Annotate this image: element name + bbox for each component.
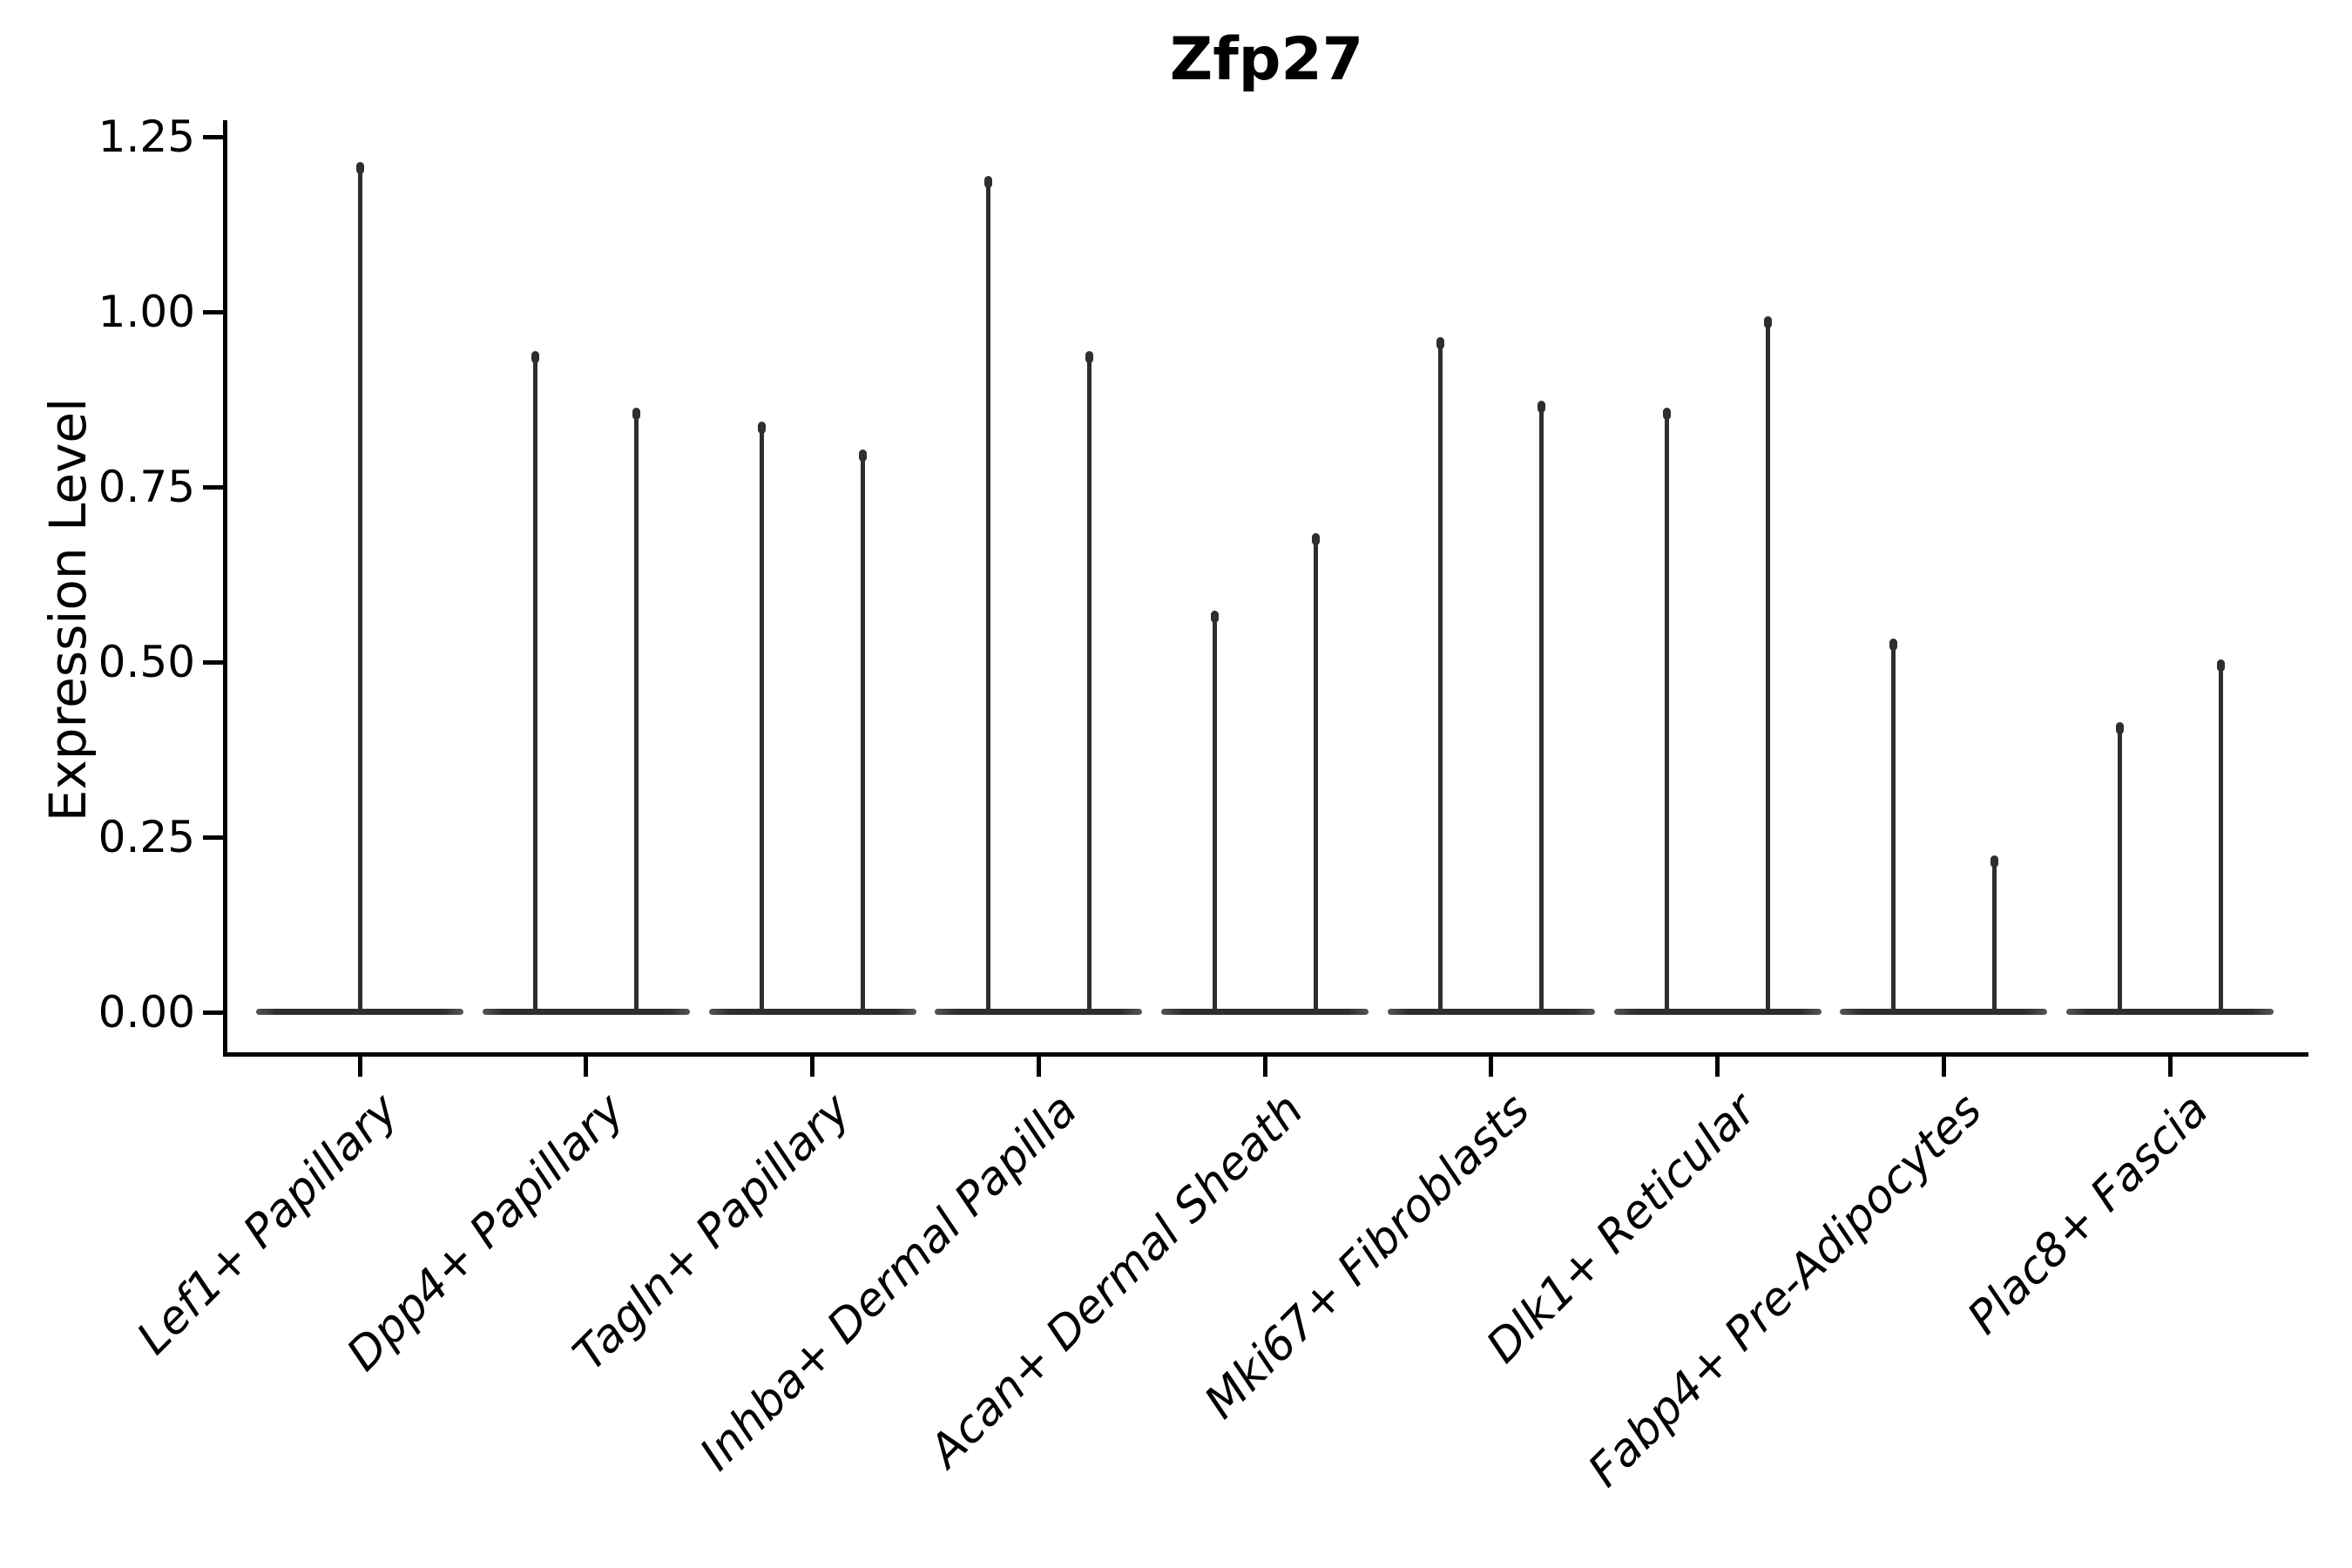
y-tick-label: 0.75 [98, 462, 195, 512]
y-axis-spine [223, 120, 227, 1057]
violin-spike-tip [1085, 351, 1093, 364]
x-tick-mark [810, 1054, 814, 1077]
violin-spike-tip [1538, 400, 1546, 413]
x-tick-label: Inhba+ Dermal Papilla [690, 1084, 1087, 1481]
x-tick-mark [1715, 1054, 1720, 1077]
violin-spike [357, 165, 362, 1012]
violin-baseline [2066, 1009, 2274, 1015]
violin-spike-tip [1436, 337, 1445, 350]
y-axis-label: Expression Level [38, 397, 98, 822]
x-tick-label: Fabp4+ Pre-Adipocytes [1578, 1084, 1992, 1497]
violin-spike-tip [983, 176, 992, 189]
violin-spike-tip [859, 449, 867, 462]
violin-spike [861, 451, 865, 1012]
violin-spike [1991, 858, 1997, 1012]
x-tick-mark [1941, 1054, 1946, 1077]
y-tick-mark [203, 309, 225, 314]
x-tick-mark [1036, 1054, 1041, 1077]
violin-baseline [708, 1009, 916, 1015]
x-tick-mark [1262, 1054, 1267, 1077]
violin-spike-tip [1764, 316, 1772, 329]
violin-spike [2218, 662, 2223, 1012]
x-tick-label: Acan+ Dermal Sheath [919, 1084, 1314, 1478]
y-tick-mark [203, 1010, 225, 1015]
violin-spike [1539, 402, 1544, 1012]
violin-spike-tip [1889, 638, 1897, 651]
y-tick-label: 0.50 [98, 637, 195, 687]
violin-spike [1212, 612, 1217, 1012]
violin-spike [1086, 354, 1092, 1012]
violin-baseline [935, 1009, 1143, 1015]
violin-baseline [1840, 1009, 2048, 1015]
x-tick-mark [1489, 1054, 1494, 1077]
violin-spike [634, 409, 639, 1012]
y-tick-mark [203, 134, 225, 139]
violin-spike-tip [1663, 407, 1671, 420]
violin-baseline [1613, 1009, 1821, 1015]
violin-spike-tip [355, 162, 364, 175]
violin-spike [760, 423, 764, 1012]
violin-baseline [482, 1009, 690, 1015]
violin-baseline [1161, 1009, 1369, 1015]
x-tick-label: Plac8+ Fascia [1957, 1084, 2219, 1345]
x-tick-mark [2167, 1054, 2173, 1077]
y-tick-mark [203, 484, 225, 490]
y-tick-label: 0.25 [98, 812, 195, 862]
violin-spike [533, 354, 538, 1012]
violin-spike [2117, 725, 2122, 1012]
y-tick-label: 1.00 [98, 287, 195, 337]
x-tick-mark [357, 1054, 362, 1077]
violin-spike-tip [2115, 722, 2124, 735]
chart-title: Zfp27 [1169, 25, 1364, 94]
violin-spike [1665, 409, 1669, 1012]
violin-baseline [1387, 1009, 1595, 1015]
violin-spike-tip [531, 351, 540, 364]
violin-spike [1890, 640, 1896, 1012]
y-tick-label: 0.00 [98, 987, 195, 1037]
violin-spike-tip [2216, 659, 2225, 672]
violin-spike-tip [1990, 855, 1998, 868]
y-tick-mark [203, 659, 225, 665]
y-tick-mark [203, 835, 225, 840]
violin-spike [985, 179, 990, 1012]
violin-spike [1313, 536, 1318, 1012]
x-tick-mark [584, 1054, 589, 1077]
violin-spike [1438, 340, 1443, 1012]
violin-spike-tip [1311, 533, 1320, 546]
violin-spike-tip [632, 407, 641, 420]
violin-spike-tip [1210, 610, 1219, 623]
violin-spike [1766, 319, 1770, 1012]
violin-spike-tip [758, 421, 766, 434]
y-tick-label: 1.25 [98, 112, 195, 162]
